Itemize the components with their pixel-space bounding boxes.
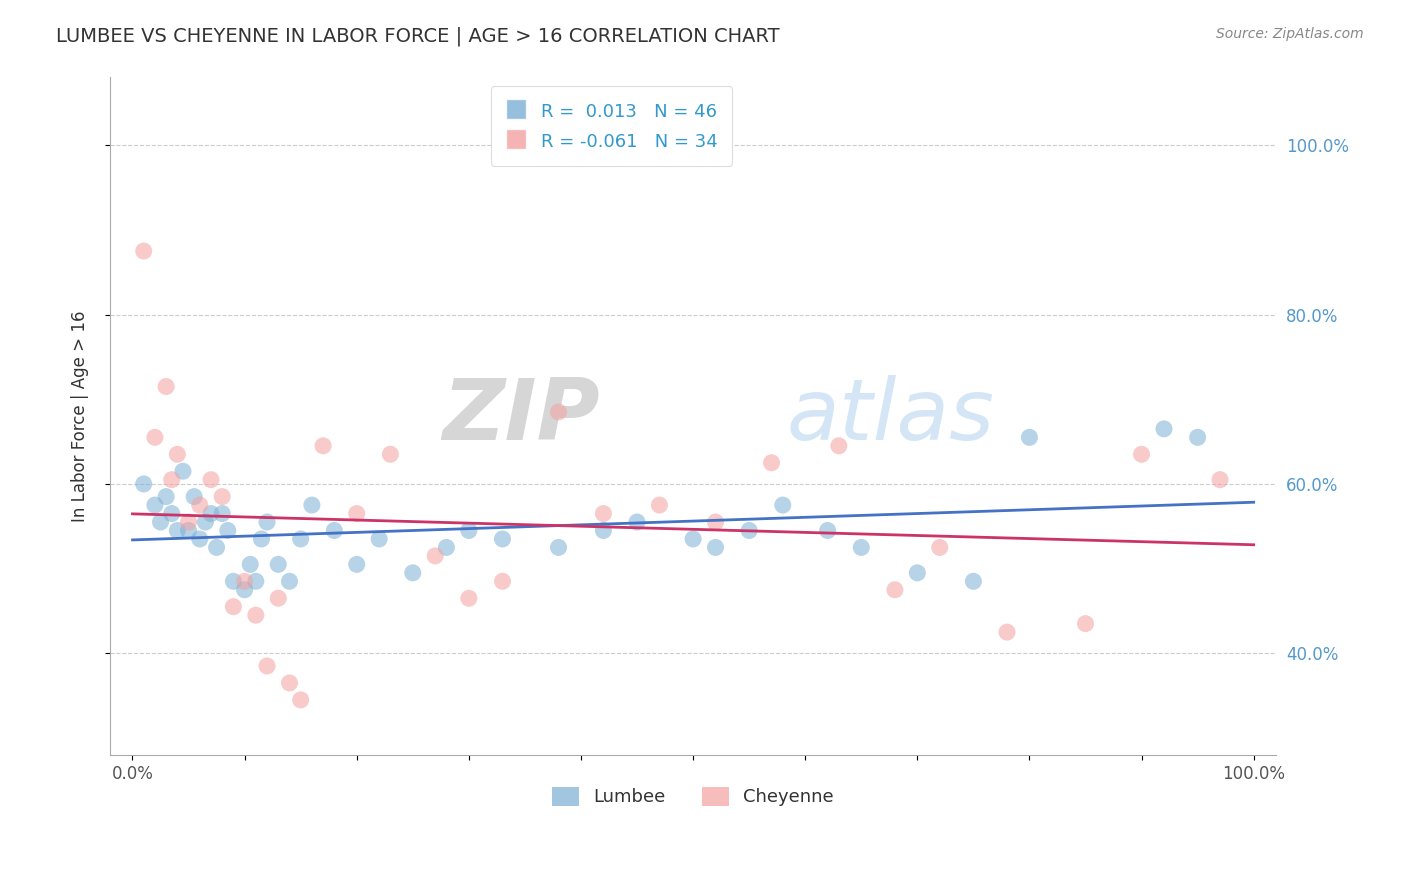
Point: [239, 558, 262, 572]
Point: [817, 524, 839, 538]
Point: [143, 498, 166, 512]
Point: [256, 659, 278, 673]
Point: [217, 524, 239, 538]
Point: [132, 477, 155, 491]
Point: [491, 532, 513, 546]
Point: [457, 591, 479, 606]
Point: [425, 549, 447, 563]
Point: [1074, 616, 1097, 631]
Point: [200, 473, 222, 487]
Point: [851, 541, 873, 555]
Point: [1130, 447, 1153, 461]
Point: [183, 490, 205, 504]
Point: [761, 456, 783, 470]
Point: [256, 515, 278, 529]
Point: [160, 507, 183, 521]
Point: [233, 574, 256, 589]
Text: Source: ZipAtlas.com: Source: ZipAtlas.com: [1216, 27, 1364, 41]
Point: [301, 498, 323, 512]
Point: [177, 515, 200, 529]
Point: [738, 524, 761, 538]
Point: [1209, 473, 1232, 487]
Point: [905, 566, 928, 580]
Text: ZIP: ZIP: [441, 375, 600, 458]
Point: [1018, 430, 1040, 444]
Text: LUMBEE VS CHEYENNE IN LABOR FORCE | AGE > 16 CORRELATION CHART: LUMBEE VS CHEYENNE IN LABOR FORCE | AGE …: [56, 27, 780, 46]
Point: [211, 490, 233, 504]
Point: [995, 625, 1018, 640]
Point: [160, 473, 183, 487]
Point: [592, 507, 614, 521]
Point: [962, 574, 984, 589]
Point: [928, 541, 950, 555]
Point: [211, 507, 233, 521]
Point: [166, 447, 188, 461]
Point: [245, 574, 267, 589]
Point: [222, 599, 245, 614]
Point: [290, 532, 312, 546]
Point: [205, 541, 228, 555]
Point: [380, 447, 402, 461]
Point: [188, 532, 211, 546]
Point: [143, 430, 166, 444]
Point: [592, 524, 614, 538]
Point: [547, 405, 569, 419]
Point: [177, 524, 200, 538]
Point: [149, 515, 172, 529]
Point: [233, 582, 256, 597]
Text: atlas: atlas: [786, 375, 994, 458]
Point: [172, 464, 194, 478]
Point: [312, 439, 335, 453]
Point: [166, 524, 188, 538]
Point: [278, 574, 301, 589]
Point: [250, 532, 273, 546]
Point: [402, 566, 425, 580]
Point: [626, 515, 648, 529]
Point: [346, 507, 368, 521]
Point: [323, 524, 346, 538]
Legend: Lumbee, Cheyenne: Lumbee, Cheyenne: [546, 780, 841, 814]
Point: [883, 582, 905, 597]
Point: [491, 574, 513, 589]
Point: [200, 507, 222, 521]
Point: [648, 498, 671, 512]
Point: [436, 541, 458, 555]
Point: [457, 524, 479, 538]
Point: [267, 558, 290, 572]
Point: [155, 490, 177, 504]
Point: [1153, 422, 1175, 436]
Point: [267, 591, 290, 606]
Point: [368, 532, 391, 546]
Point: [704, 541, 727, 555]
Point: [704, 515, 727, 529]
Point: [346, 558, 368, 572]
Point: [194, 515, 217, 529]
Point: [278, 676, 301, 690]
Point: [772, 498, 794, 512]
Point: [155, 379, 177, 393]
Point: [547, 541, 569, 555]
Y-axis label: In Labor Force | Age > 16: In Labor Force | Age > 16: [72, 310, 89, 522]
Point: [290, 693, 312, 707]
Point: [245, 608, 267, 623]
Point: [132, 244, 155, 258]
Point: [828, 439, 851, 453]
Point: [188, 498, 211, 512]
Point: [222, 574, 245, 589]
Point: [682, 532, 704, 546]
Point: [1187, 430, 1209, 444]
